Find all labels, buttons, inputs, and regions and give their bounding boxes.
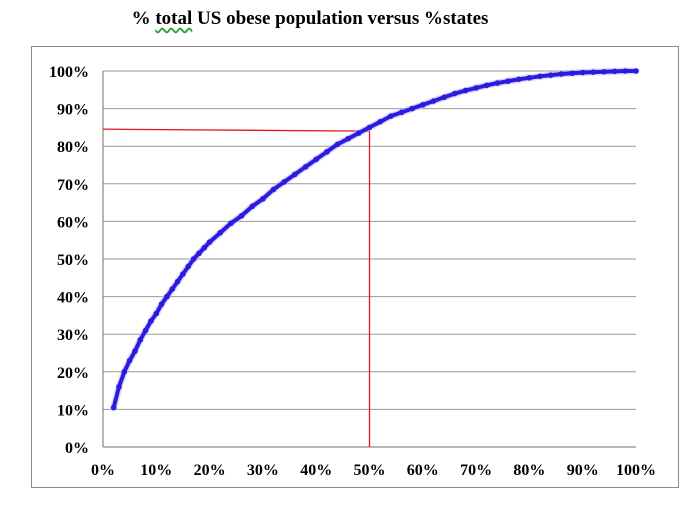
y-tick-label: 90% — [57, 102, 89, 119]
x-tick-label: 60% — [407, 462, 439, 479]
data-point — [601, 68, 607, 75]
data-point — [505, 78, 511, 84]
y-tick-label: 70% — [57, 177, 89, 194]
data-point — [185, 263, 192, 270]
data-point — [153, 310, 160, 317]
data-point — [110, 404, 117, 411]
data-point — [142, 327, 149, 334]
x-tick-label: 30% — [247, 462, 279, 479]
data-point — [345, 135, 351, 142]
data-point — [398, 109, 405, 116]
series-line-glow — [110, 67, 640, 411]
data-point — [169, 286, 176, 292]
x-axis-tick-labels: 0% 10% 20% 30% 40% 50% 60% 70% 80% 90% 100% — [91, 462, 656, 479]
y-tick-label: 50% — [57, 252, 89, 269]
data-point — [388, 113, 394, 119]
y-axis-tick-labels: 0% 10% 20% 30% 40% 50% 60% 70% 80% 90% 100% — [49, 64, 89, 457]
data-point — [558, 71, 565, 77]
data-point — [324, 149, 330, 155]
y-tick-label: 0% — [65, 440, 89, 457]
data-point — [537, 73, 543, 80]
data-point — [116, 384, 122, 390]
data-point — [377, 118, 383, 125]
data-point — [260, 196, 266, 202]
data-point — [633, 68, 639, 74]
data-point — [206, 239, 213, 245]
data-point — [132, 348, 138, 354]
x-tick-label: 70% — [460, 462, 492, 479]
data-point — [121, 369, 128, 375]
data-point — [579, 69, 586, 76]
data-point — [196, 250, 202, 257]
data-point — [217, 229, 224, 236]
data-point — [238, 212, 245, 219]
data-point — [148, 318, 154, 324]
data-point — [611, 68, 618, 75]
data-point — [420, 102, 426, 108]
data-point — [430, 98, 437, 104]
x-tick-label: 10% — [140, 462, 172, 479]
data-point — [302, 164, 309, 170]
title-suffix: US obese population versus %states — [192, 8, 489, 29]
reference-lines — [102, 128, 371, 447]
x-tick-label: 90% — [567, 462, 599, 479]
x-tick-label: 100% — [616, 462, 656, 479]
data-point — [590, 69, 597, 75]
x-tick-label: 20% — [194, 462, 226, 479]
data-point — [494, 80, 501, 86]
data-point — [292, 171, 298, 178]
reference-line-horizontal — [102, 128, 370, 132]
y-tick-label: 100% — [49, 64, 89, 81]
data-point — [451, 90, 458, 97]
title-prefix: % — [131, 8, 156, 29]
data-point — [228, 220, 234, 227]
y-tick-label: 10% — [57, 402, 89, 419]
data-point — [356, 130, 362, 136]
chart-frame — [31, 46, 679, 488]
data-point — [174, 278, 181, 285]
y-tick-label: 30% — [57, 327, 89, 344]
data-point — [164, 293, 170, 300]
y-tick-label: 80% — [57, 139, 89, 156]
data-point — [409, 105, 415, 112]
data-point — [201, 244, 208, 251]
data-point — [313, 156, 320, 163]
y-tick-label: 60% — [57, 214, 89, 231]
data-point — [526, 74, 533, 81]
data-series — [110, 67, 640, 411]
data-point — [249, 203, 256, 210]
data-point — [366, 124, 373, 131]
x-tick-label: 40% — [300, 462, 332, 479]
data-point — [281, 179, 288, 185]
data-point — [270, 186, 277, 193]
data-point — [441, 94, 447, 101]
y-tick-label: 40% — [57, 290, 89, 307]
data-point — [462, 87, 469, 94]
data-point — [473, 85, 479, 91]
chart-title: % total US obese population versus %stat… — [0, 8, 620, 30]
data-point — [137, 337, 144, 343]
data-point — [334, 141, 341, 148]
y-tick-label: 20% — [57, 365, 89, 382]
data-point — [126, 357, 133, 364]
x-tick-label: 0% — [91, 462, 115, 479]
data-point — [158, 301, 165, 307]
data-point — [515, 76, 522, 83]
data-point — [483, 82, 490, 89]
title-underlined-word: total — [155, 8, 193, 29]
data-point — [622, 68, 629, 74]
x-tick-label: 80% — [513, 462, 545, 479]
data-point — [547, 72, 554, 78]
data-point — [569, 70, 575, 77]
x-tick-label: 50% — [354, 462, 386, 479]
data-point — [180, 271, 186, 277]
data-point — [190, 256, 197, 262]
